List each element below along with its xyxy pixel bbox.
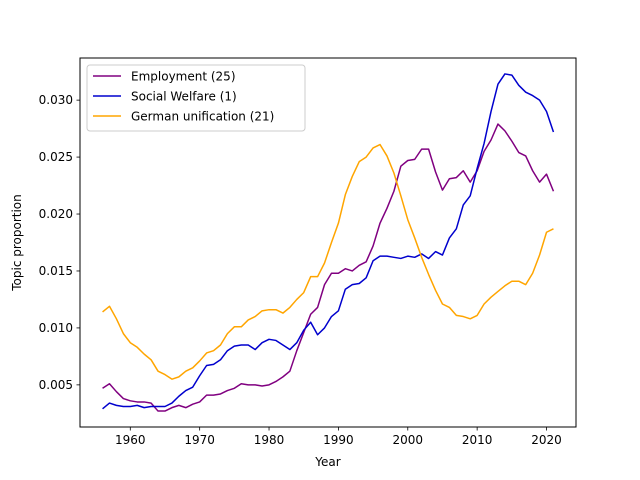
x-tick-label: 1980	[254, 433, 285, 447]
series-line-0	[102, 123, 555, 412]
x-tick-label: 2020	[531, 433, 562, 447]
series-line-2	[102, 143, 554, 380]
y-tick-label: 0.010	[39, 321, 73, 335]
x-axis-title: Year	[314, 455, 340, 469]
legend: Employment (25) Social Welfare (1) German …	[86, 64, 306, 132]
x-tick-label: 2000	[393, 433, 424, 447]
y-tick-label: 0.025	[39, 150, 73, 164]
y-tick-label: 0.005	[39, 378, 73, 392]
y-tick-label: 0.015	[39, 264, 73, 278]
x-axis: 1960 1970 1980 1990 2000 2010 2020	[115, 427, 562, 447]
x-tick-label: 2010	[462, 433, 493, 447]
x-tick-label: 1990	[323, 433, 354, 447]
legend-box	[86, 64, 306, 132]
plot-area-frame	[79, 57, 577, 428]
y-tick-label: 0.030	[39, 93, 73, 107]
legend-label: Social Welfare (1)	[131, 90, 237, 104]
y-axis-title: Topic proportion	[10, 194, 24, 292]
x-tick-label: 1960	[115, 433, 146, 447]
series-line-1	[102, 73, 555, 410]
legend-label: Employment (25)	[131, 70, 236, 84]
x-tick-label: 1970	[184, 433, 215, 447]
series-layer	[102, 73, 555, 412]
y-tick-label: 0.020	[39, 207, 73, 221]
y-axis: 0.005 0.010 0.015 0.020 0.025 0.030	[39, 93, 80, 392]
legend-label: German unification (21)	[131, 110, 274, 124]
